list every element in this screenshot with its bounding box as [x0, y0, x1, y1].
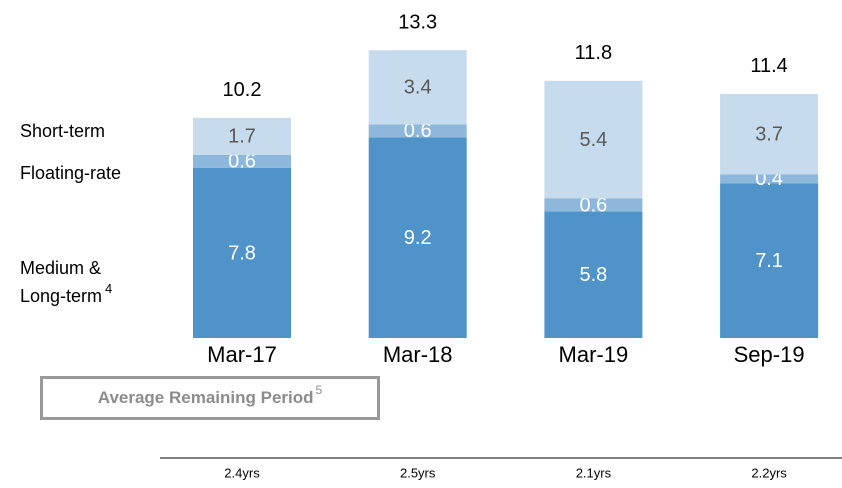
period-value: 2.5yrs — [400, 465, 436, 480]
legend-note: 4 — [105, 281, 113, 296]
legend-text: Medium & Long-term — [20, 258, 103, 306]
total-label: 10.2 — [223, 79, 262, 101]
total-label: 11.4 — [750, 55, 787, 77]
data-label: 1.7 — [228, 126, 256, 148]
bar-segment — [720, 183, 819, 338]
legend-label: Floating-rate — [20, 163, 122, 183]
period-value: 2.4yrs — [224, 465, 260, 480]
data-label: 0.6 — [404, 120, 432, 142]
x-tick-label: Mar-17 — [207, 342, 277, 367]
period-value: 2.1yrs — [576, 465, 612, 480]
data-label: 3.4 — [404, 77, 432, 99]
bar-segment — [368, 50, 467, 125]
bar-segment — [544, 211, 643, 338]
total-label: 11.8 — [575, 42, 612, 64]
bar-segment — [720, 174, 819, 184]
bar-segment — [544, 80, 643, 199]
data-label: 0.6 — [579, 194, 607, 216]
box-note: 5 — [315, 383, 323, 397]
data-label: 5.8 — [579, 264, 607, 286]
x-tick-label: Mar-19 — [559, 342, 629, 367]
bar-segment — [193, 167, 291, 338]
data-label: 3.7 — [755, 123, 783, 145]
bar-segment — [193, 154, 291, 168]
bar-segment — [368, 137, 467, 338]
bar-segment — [720, 93, 819, 175]
data-label: 5.4 — [579, 129, 607, 151]
bar-segment — [544, 198, 643, 212]
data-label: 7.8 — [228, 242, 256, 264]
bar-segment — [193, 117, 291, 155]
data-label: 0.6 — [228, 151, 256, 173]
box-title: Average Remaining Period — [97, 388, 314, 407]
total-label: 13.3 — [398, 12, 437, 34]
data-label: 9.2 — [404, 227, 432, 249]
bar-segment — [368, 124, 467, 138]
period-value: 2.2yrs — [751, 465, 787, 480]
legend-label: Medium & Long-term 4 — [20, 254, 116, 312]
x-tick-label: Mar-18 — [383, 342, 453, 367]
legend-label: Short-term — [20, 121, 106, 141]
data-label: 7.1 — [755, 250, 783, 272]
x-tick-label: Sep-19 — [734, 342, 805, 367]
info-box: Average Remaining Period 5 — [40, 376, 380, 420]
